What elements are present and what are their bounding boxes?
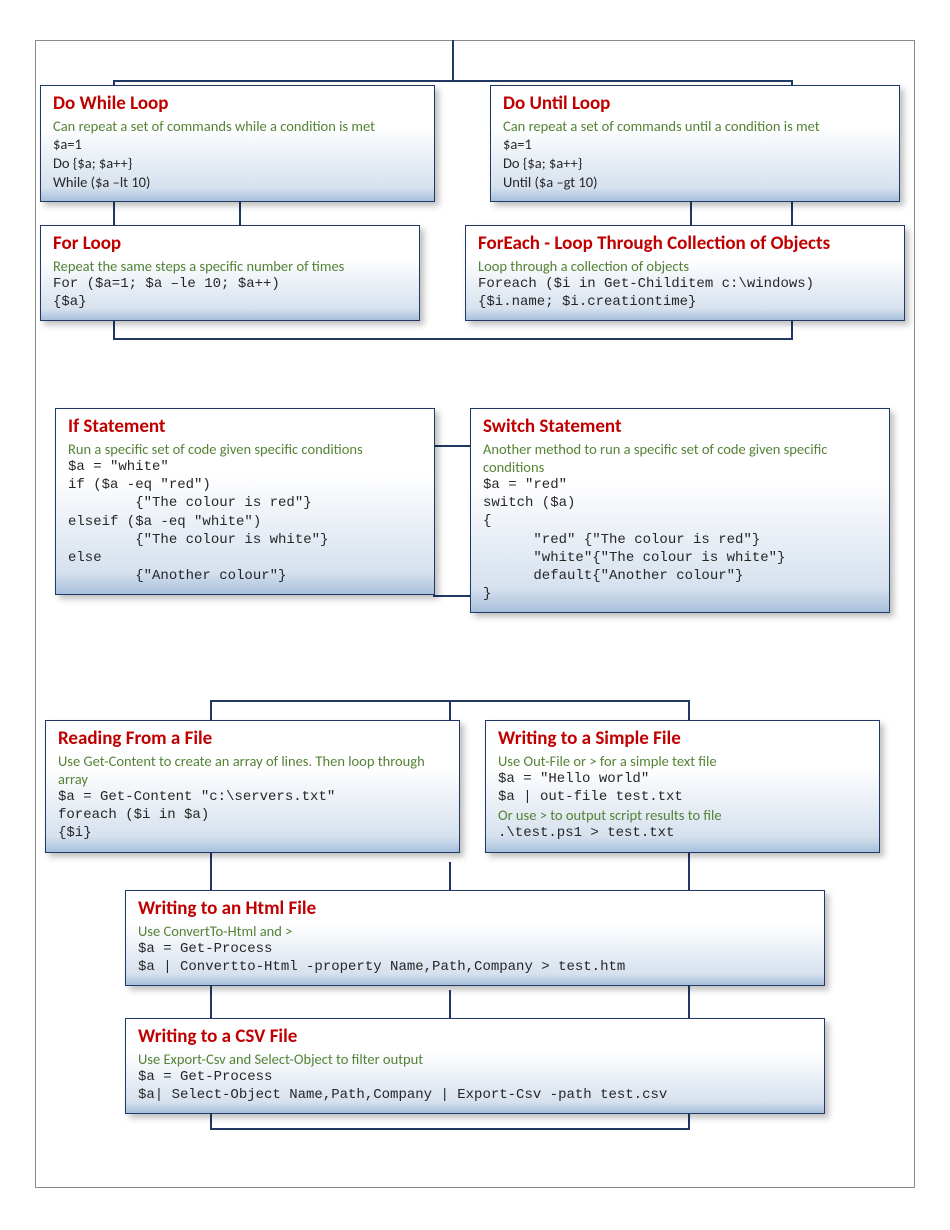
card-code: Foreach ($i in Get-Childitem c:\windows)…: [478, 275, 892, 311]
card-desc: Loop through a collection of objects: [478, 257, 892, 275]
card-for: For Loop Repeat the same steps a specifi…: [40, 225, 420, 321]
connector: [113, 80, 793, 82]
card-title: Do While Loop: [53, 93, 422, 115]
card-desc: Use ConvertTo-Html and >: [138, 922, 812, 940]
card-code: For ($a=1; $a –le 10; $a++) {$a}: [53, 275, 407, 311]
card-title: ForEach - Loop Through Collection of Obj…: [478, 233, 892, 255]
card-title: Writing to an Html File: [138, 898, 812, 920]
card-desc: Use Get-Content to create an array of li…: [58, 752, 447, 788]
card-desc: Can repeat a set of commands while a con…: [53, 117, 422, 135]
card-desc: Repeat the same steps a specific number …: [53, 257, 407, 275]
card-code: .\test.ps1 > test.txt: [498, 824, 867, 842]
card-writesimple: Writing to a Simple File Use Out-File or…: [485, 720, 880, 853]
connector: [449, 700, 451, 720]
card-title: Switch Statement: [483, 416, 877, 438]
card-code: $a = "red" switch ($a) { "red" {"The col…: [483, 476, 877, 603]
card-read: Reading From a File Use Get-Content to c…: [45, 720, 460, 853]
card-desc: Use Out-File or > for a simple text file: [498, 752, 867, 770]
card-code: $a = Get-Content "c:\servers.txt" foreac…: [58, 788, 447, 843]
card-title: For Loop: [53, 233, 407, 255]
card-title: Do Until Loop: [503, 93, 887, 115]
card-desc: Use Export-Csv and Select-Object to filt…: [138, 1050, 812, 1068]
card-code: $a=1 Do {$a; $a++} Until ($a –gt 10): [503, 135, 887, 192]
card-title: If Statement: [68, 416, 422, 438]
connector: [113, 338, 793, 340]
connector: [210, 1128, 690, 1130]
card-dountil: Do Until Loop Can repeat a set of comman…: [490, 85, 900, 202]
card-desc: Another method to run a specific set of …: [483, 440, 877, 476]
card-title: Reading From a File: [58, 728, 447, 750]
card-desc: Run a specific set of code given specifi…: [68, 440, 422, 458]
card-switch: Switch Statement Another method to run a…: [470, 408, 890, 613]
card-foreach: ForEach - Loop Through Collection of Obj…: [465, 225, 905, 321]
page-border: [35, 40, 915, 1188]
connector: [433, 445, 473, 447]
connector: [433, 595, 473, 597]
card-writehtml: Writing to an Html File Use ConvertTo-Ht…: [125, 890, 825, 986]
card-desc: Or use > to output script results to fil…: [498, 806, 867, 824]
card-writecsv: Writing to a CSV File Use Export-Csv and…: [125, 1018, 825, 1114]
connector: [449, 862, 451, 892]
connector: [452, 40, 454, 82]
connector: [449, 990, 451, 1020]
card-if: If Statement Run a specific set of code …: [55, 408, 435, 595]
card-code: $a = Get-Process $a| Select-Object Name,…: [138, 1068, 812, 1104]
card-dowhile: Do While Loop Can repeat a set of comman…: [40, 85, 435, 202]
card-title: Writing to a Simple File: [498, 728, 867, 750]
card-code: $a = "Hello world" $a | out-file test.tx…: [498, 770, 867, 806]
card-code: $a=1 Do {$a; $a++} While ($a –lt 10): [53, 135, 422, 192]
card-code: $a = "white" if ($a -eq "red") {"The col…: [68, 458, 422, 585]
card-code: $a = Get-Process $a | Convertto-Html -pr…: [138, 940, 812, 976]
card-desc: Can repeat a set of commands until a con…: [503, 117, 887, 135]
card-title: Writing to a CSV File: [138, 1026, 812, 1048]
